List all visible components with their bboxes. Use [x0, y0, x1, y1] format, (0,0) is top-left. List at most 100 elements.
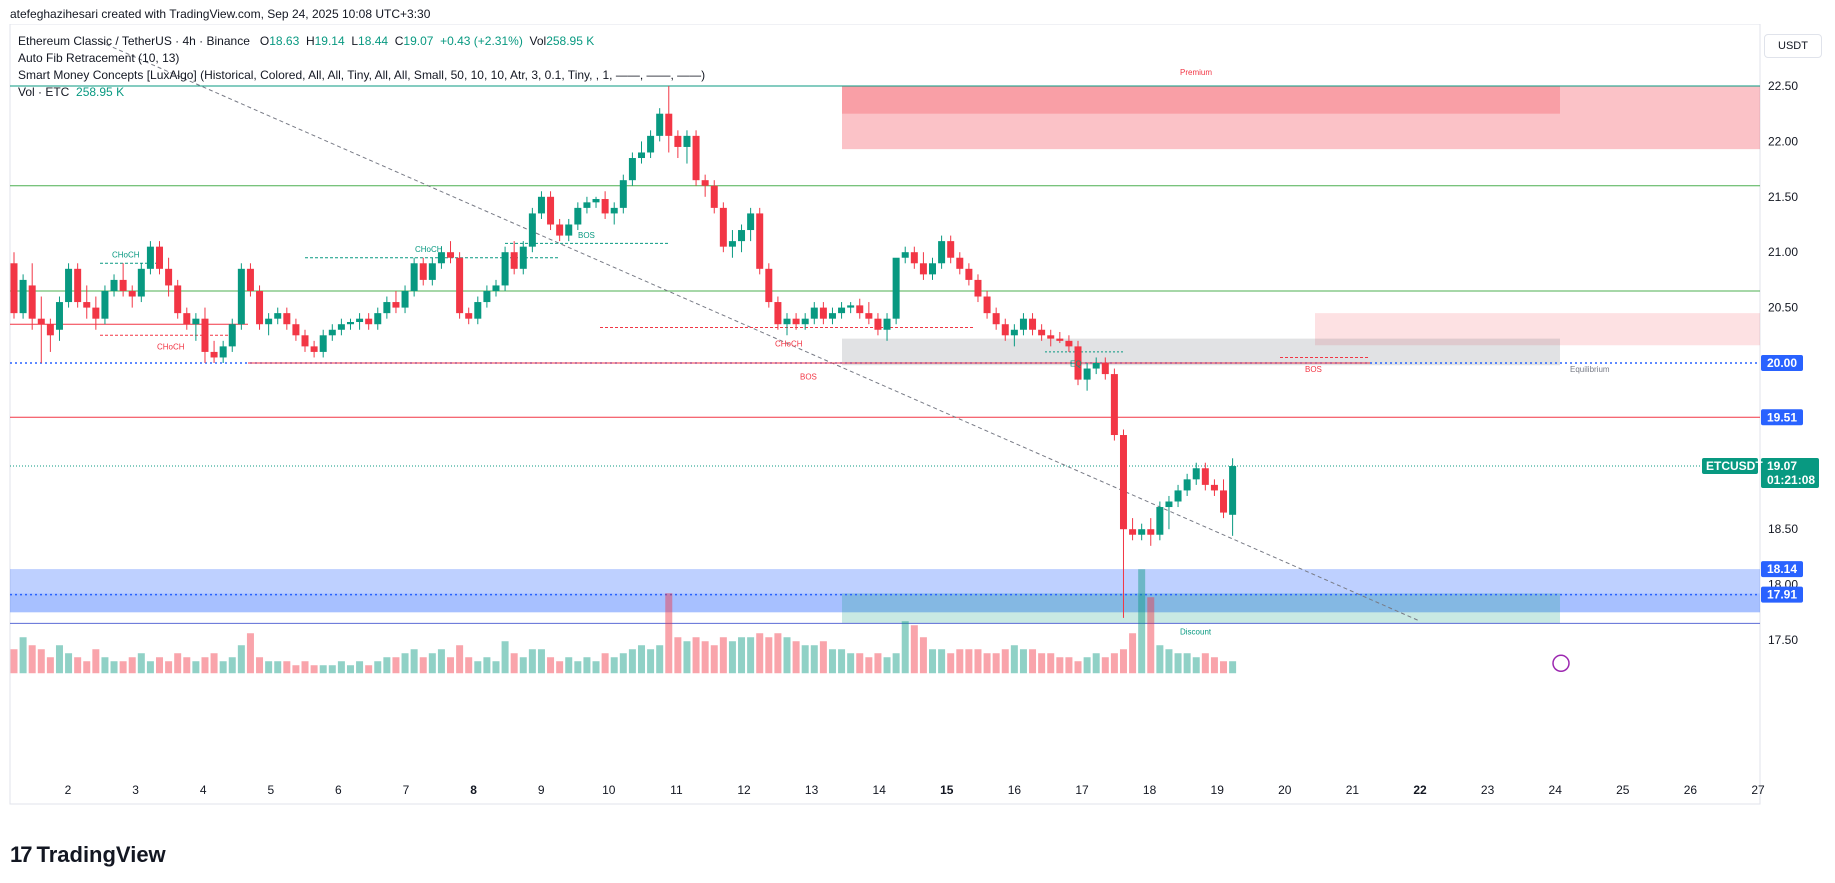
volume-bar: [983, 653, 991, 674]
price-chart[interactable]: Premium Equilibrium Discount CHoCH CHoCH BOS C…: [0, 24, 1835, 828]
volume-bar: [1229, 661, 1237, 674]
legend-smc[interactable]: Smart Money Concepts [LuxAlgo] (Historic…: [18, 68, 706, 82]
candle-body: [801, 318, 809, 325]
volume-bar: [219, 661, 227, 674]
volume-bar: [383, 657, 391, 674]
volume-bar: [128, 657, 136, 674]
volume-bar: [1210, 657, 1218, 674]
volume-bar: [310, 665, 318, 674]
candle-body: [1010, 329, 1018, 336]
candle-body: [628, 158, 636, 181]
price-tag-1814: 18.14: [1767, 562, 1797, 576]
candle-body: [183, 313, 191, 325]
price-axis-label: 22.00: [1768, 134, 1798, 148]
volume-bar: [410, 649, 418, 674]
volume-bar: [919, 637, 927, 674]
volume-bar: [692, 637, 700, 674]
candle-body: [510, 252, 518, 269]
volume-bar: [465, 657, 473, 674]
choch-label-4: CHoCH: [775, 339, 803, 348]
volume-bar: [192, 661, 200, 674]
candle-body: [483, 290, 491, 303]
volume-bar: [374, 661, 382, 674]
time-axis-label: 17: [1075, 783, 1089, 797]
candle-body: [910, 252, 918, 264]
time-axis-label: 7: [403, 783, 410, 797]
volume-bar: [447, 657, 455, 674]
price-tag-2000-bg: [1761, 355, 1803, 371]
legend-symbol-row[interactable]: Ethereum Classic / TetherUS · 4h · Binan…: [18, 34, 594, 48]
volume-bar: [992, 653, 1000, 674]
volume-bar: [1010, 645, 1018, 674]
candle-body: [1019, 318, 1027, 330]
volume-bar: [28, 645, 36, 674]
volume-bar: [46, 657, 54, 674]
volume-bar: [419, 657, 427, 674]
volume-bar: [592, 661, 600, 674]
price-axis-label: 18.50: [1768, 522, 1798, 536]
volume-bar: [110, 661, 118, 674]
volume-bar: [365, 665, 373, 674]
candle-body: [601, 199, 609, 214]
time-axis-label: 11: [670, 783, 683, 797]
candle-body: [201, 318, 209, 352]
time-axis-label: 18: [1143, 783, 1157, 797]
candle-body: [947, 241, 955, 258]
candle-body: [319, 335, 327, 352]
volume-bar: [1220, 661, 1228, 674]
legend-symbol: Ethereum Classic / TetherUS · 4h · Binan…: [18, 34, 250, 48]
candle-body: [610, 207, 618, 214]
volume-bar: [728, 641, 736, 674]
candle-body: [728, 241, 736, 247]
volume-bar: [1101, 657, 1109, 674]
volume-bar: [601, 653, 609, 674]
candle-body: [1047, 335, 1055, 339]
volume-bar: [74, 657, 82, 674]
volume-bar: [55, 645, 63, 674]
volume-bar: [501, 641, 509, 674]
tradingview-logo[interactable]: 17 TradingView: [10, 840, 166, 870]
candle-body: [865, 313, 873, 319]
candle-body: [492, 285, 500, 291]
volume-bar: [828, 649, 836, 674]
candle-body: [992, 313, 1000, 325]
candle-body: [46, 324, 54, 336]
volume-bar: [356, 661, 364, 674]
volume-bar: [65, 653, 73, 674]
volume-bar: [1192, 657, 1200, 674]
candle-body: [1029, 318, 1037, 330]
candle-body: [874, 318, 882, 330]
legend-close: 19.07: [403, 34, 434, 48]
legend-fib[interactable]: Auto Fib Retracement (10, 13): [18, 51, 180, 65]
candle-body: [828, 313, 836, 319]
tradingview-logo-icon: 17: [10, 842, 33, 867]
candle-body: [474, 302, 482, 319]
time-axis-label: 20: [1278, 783, 1292, 797]
currency-button[interactable]: USDT: [1764, 34, 1822, 58]
candle-body: [165, 268, 173, 286]
legend-vol-row[interactable]: Vol · ETC 258.95 K: [18, 85, 124, 99]
candle-body: [592, 199, 600, 203]
candle-body: [819, 307, 827, 319]
lightning-icon[interactable]: [1552, 654, 1570, 673]
time-axis-label: 23: [1481, 783, 1495, 797]
candle-body: [246, 268, 254, 291]
candle-body: [55, 302, 63, 330]
choch-label-3: CHoCH: [157, 343, 185, 352]
volume-bar: [1056, 657, 1064, 674]
volume-bar: [1138, 569, 1146, 674]
premium-zone: [842, 86, 1760, 150]
volume-bar: [683, 641, 691, 674]
volume-bar: [619, 653, 627, 674]
candle-body: [974, 279, 982, 297]
volume-bar: [156, 657, 164, 674]
candle-body: [656, 113, 664, 136]
volume-bar: [228, 657, 236, 674]
volume-bar: [628, 649, 636, 674]
candle-body: [1201, 468, 1209, 485]
choch-label-1: CHoCH: [112, 251, 140, 260]
candle-body: [346, 322, 354, 325]
time-axis-label: 19: [1211, 783, 1225, 797]
volume-bar: [574, 661, 582, 674]
volume-bar: [92, 649, 100, 674]
